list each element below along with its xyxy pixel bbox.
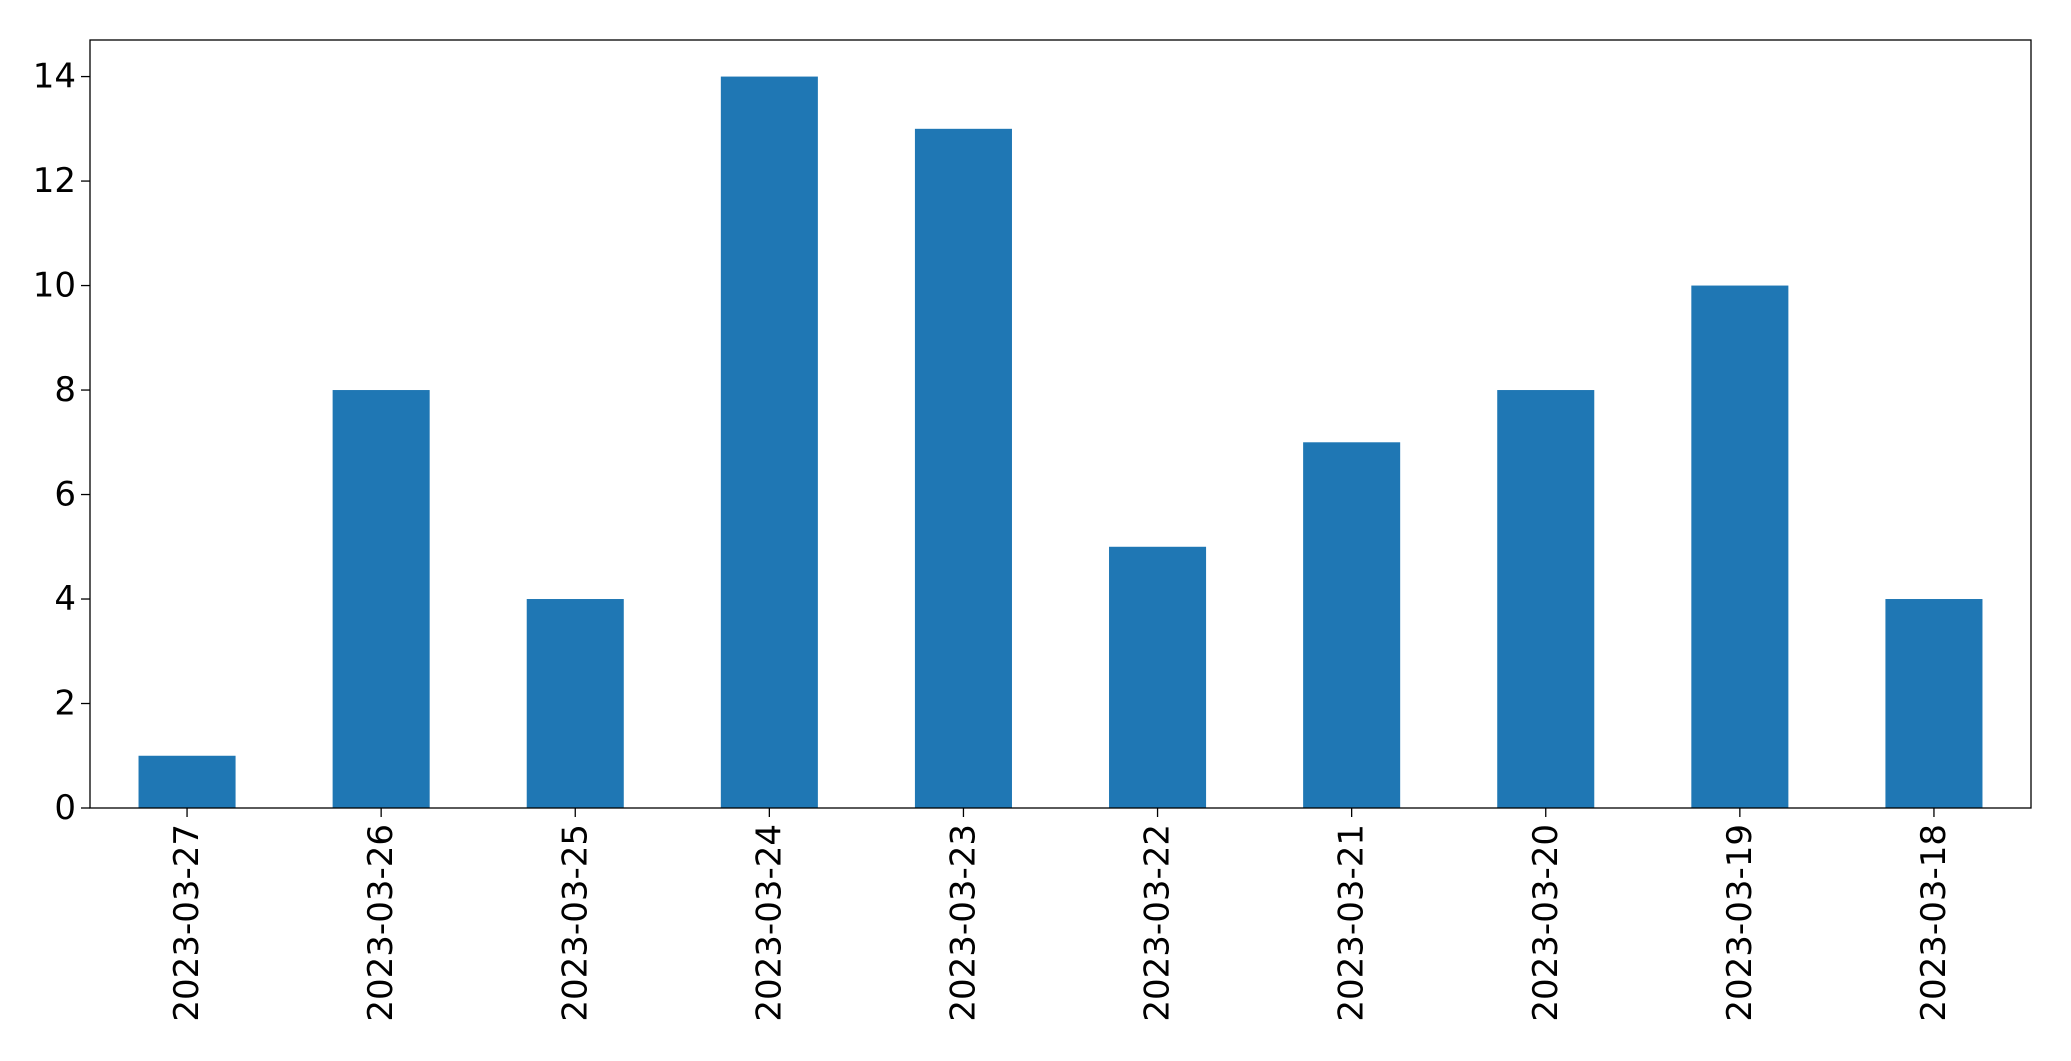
x-tick-label: 2023-03-25: [555, 824, 595, 1022]
x-tick-label: 2023-03-21: [1332, 824, 1372, 1022]
y-tick-label: 10: [33, 266, 76, 306]
x-tick-label: 2023-03-19: [1720, 824, 1760, 1022]
plot-frame: [89, 39, 2032, 809]
y-tick-label: 12: [33, 161, 76, 201]
y-tick-label: 14: [33, 57, 76, 97]
bar: [526, 599, 624, 808]
bar: [1497, 390, 1595, 808]
bar: [1109, 546, 1207, 808]
bar: [1885, 599, 1983, 808]
bar: [1303, 442, 1401, 808]
x-tick-label: 2023-03-24: [749, 824, 789, 1022]
y-tick-label: 0: [54, 788, 76, 828]
y-tick-label: 8: [54, 370, 76, 410]
x-tick-label: 2023-03-22: [1138, 824, 1178, 1022]
bar: [720, 76, 818, 809]
x-tick-label: 2023-03-18: [1914, 824, 1954, 1022]
x-tick-label: 2023-03-23: [943, 824, 983, 1022]
x-tick-label: 2023-03-26: [361, 824, 401, 1022]
x-tick-label: 2023-03-20: [1526, 824, 1566, 1022]
y-tick-label: 4: [54, 579, 76, 619]
bar: [914, 128, 1012, 808]
y-tick-label: 2: [54, 684, 76, 724]
y-tick-label: 6: [54, 475, 76, 515]
bar: [138, 755, 236, 808]
bar: [332, 390, 430, 808]
bar: [1691, 285, 1789, 808]
x-tick-label: 2023-03-27: [167, 824, 207, 1022]
